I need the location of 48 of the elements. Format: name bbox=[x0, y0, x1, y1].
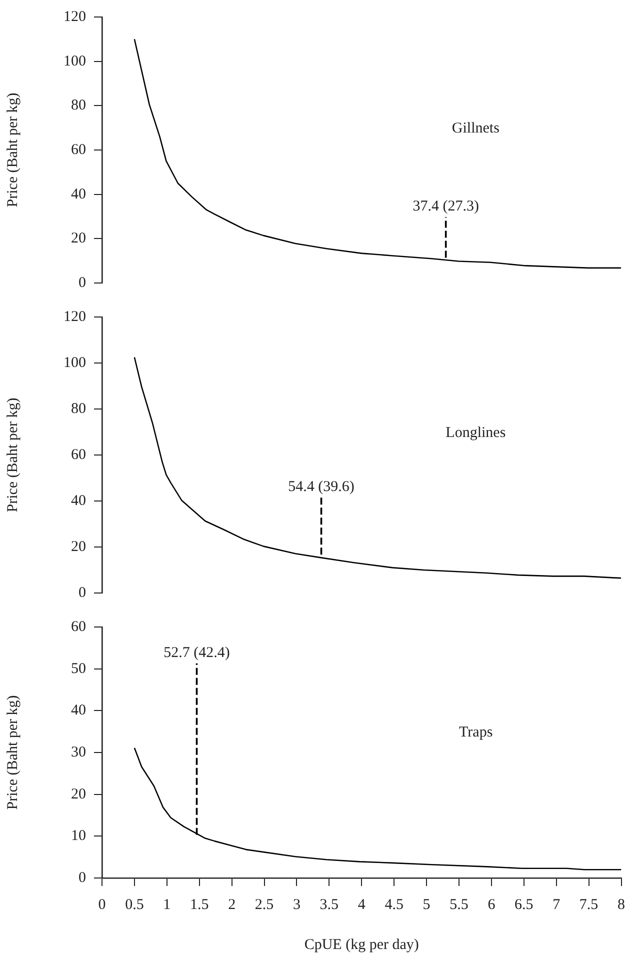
y-tick-label: 60 bbox=[71, 618, 86, 635]
y-tick-label: 20 bbox=[71, 538, 86, 555]
x-tick-label: 8 bbox=[618, 896, 625, 913]
x-tick-label: 5.5 bbox=[450, 896, 468, 913]
y-axis-title: Price (Baht per kg) bbox=[4, 695, 21, 810]
y-tick-label: 40 bbox=[71, 186, 86, 202]
x-tick-label: 3.5 bbox=[320, 896, 339, 913]
x-axis-title: CpUE (kg per day) bbox=[304, 936, 419, 953]
y-tick-label: 30 bbox=[71, 744, 86, 760]
y-axis-title: Price (Baht per kg) bbox=[4, 398, 21, 512]
y-tick-label: 0 bbox=[78, 870, 86, 886]
y-tick-label: 100 bbox=[64, 354, 86, 371]
y-tick-label: 80 bbox=[71, 98, 86, 114]
x-tick-label: 3 bbox=[292, 896, 300, 913]
x-tick-label: 7.5 bbox=[579, 896, 598, 913]
y-tick-label: 0 bbox=[78, 274, 86, 291]
y-tick-label: 40 bbox=[71, 492, 86, 509]
annotation: 54.4 (39.6) bbox=[288, 478, 354, 495]
x-tick-label: 5 bbox=[422, 896, 430, 913]
annotation: Longlines bbox=[446, 424, 506, 441]
x-tick-label: 7 bbox=[552, 896, 561, 913]
x-tick-label: 1.5 bbox=[190, 896, 209, 913]
y-tick-label: 50 bbox=[71, 660, 86, 677]
annotation: Gillnets bbox=[452, 120, 500, 137]
x-tick-label: 2.5 bbox=[254, 896, 274, 913]
y-tick-label: 20 bbox=[71, 786, 86, 802]
x-tick-label: 2 bbox=[228, 896, 236, 913]
annotation: 37.4 (27.3) bbox=[412, 198, 479, 215]
y-tick-label: 60 bbox=[71, 446, 86, 463]
y-tick-label: 80 bbox=[71, 400, 86, 417]
x-tick-label: 4.5 bbox=[384, 896, 404, 913]
x-tick-label: 0.5 bbox=[125, 896, 144, 913]
x-tick-label: 6 bbox=[488, 896, 496, 913]
x-tick-label: 6.5 bbox=[514, 896, 534, 913]
x-tick-label: 0 bbox=[98, 896, 106, 913]
y-axis-title: Price (Baht per kg) bbox=[4, 92, 21, 208]
annotation: 52.7 (42.4) bbox=[164, 644, 230, 661]
y-tick-label: 40 bbox=[71, 702, 86, 719]
y-tick-label: 20 bbox=[71, 230, 86, 247]
x-tick-label: 4 bbox=[358, 896, 366, 913]
y-tick-label: 120 bbox=[64, 308, 86, 325]
annotation: Traps bbox=[459, 724, 493, 740]
y-tick-label: 10 bbox=[71, 828, 86, 844]
y-tick-label: 60 bbox=[71, 142, 86, 158]
y-tick-label: 120 bbox=[64, 8, 86, 25]
x-tick-label: 1 bbox=[163, 896, 171, 913]
y-tick-label: 100 bbox=[64, 53, 86, 70]
y-tick-label: 0 bbox=[78, 584, 86, 601]
